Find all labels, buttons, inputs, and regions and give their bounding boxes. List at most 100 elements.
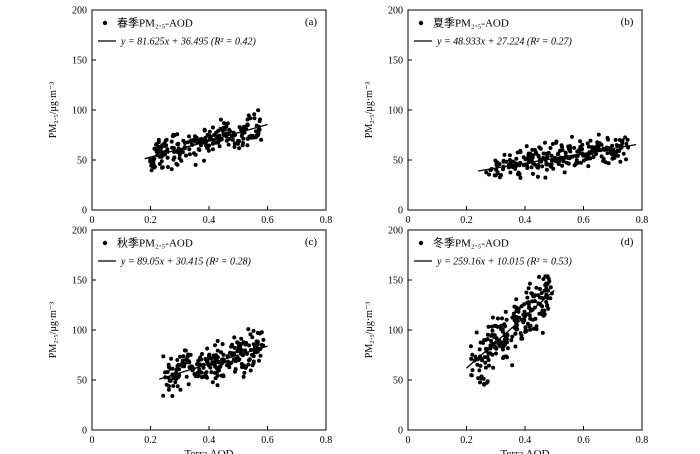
data-point [495,316,500,321]
data-point [219,137,224,142]
data-point [525,166,530,170]
data-point [152,146,157,151]
data-point [235,355,240,360]
data-point [554,139,559,144]
data-point [247,358,251,363]
data-point [148,157,153,162]
data-point [239,362,244,366]
data-point [235,340,240,345]
data-point [226,359,230,364]
fit-line [466,289,555,369]
data-point [514,315,519,319]
chart-panel-c: 0 0.2 0.4 0.6 0.8 0 50 100 150 200 PM₂.₅/μg·m⁻³ Ter… [48,226,332,454]
y-axis-label: PM₂.₅/μg·m⁻³ [364,302,375,358]
chart-panel-a: 0 0.2 0.4 0.6 0.8 0 50 100 150 200 PM₂.₅/μg·m⁻³ (a)… [48,6,332,227]
data-point [187,360,192,365]
data-point [510,334,515,339]
data-point [492,173,497,178]
data-point [522,318,527,323]
data-point [233,367,238,372]
legend-points-label: 夏季PM₂.₅-AOD [433,17,509,30]
data-point [245,136,250,141]
data-point [165,370,170,374]
data-point [182,348,187,353]
x-tick-label: 0 [90,215,95,226]
data-point [502,322,507,327]
data-point [201,374,206,379]
data-point [531,326,536,331]
data-point [620,138,625,143]
data-point [549,158,554,163]
data-point [165,155,170,160]
data-point [238,345,243,350]
data-point [227,365,232,370]
data-point [490,328,495,333]
data-point [193,134,197,139]
data-point [175,358,180,362]
data-point [179,158,184,163]
x-tick-label: 0.8 [320,435,333,446]
x-tick-label: 0.8 [636,435,649,446]
data-point [204,359,209,364]
data-point [483,338,488,342]
data-point [546,288,550,293]
data-point [187,152,192,157]
data-point [519,333,524,338]
data-point [544,161,549,166]
data-point [186,352,191,357]
data-point [214,366,219,371]
x-tick-label: 0.6 [261,215,274,226]
data-point [531,171,535,176]
data-point [468,344,473,349]
data-point [495,171,500,176]
data-point [185,140,190,145]
data-point [222,121,226,126]
data-point [229,352,234,357]
data-point [157,162,162,166]
data-point [504,159,509,164]
data-point [546,306,551,311]
x-tick-label: 0 [90,435,95,446]
data-point [514,327,519,332]
data-point [606,161,611,166]
data-point [217,144,222,149]
data-point [566,161,571,166]
data-point [242,370,247,375]
data-point [179,149,183,154]
data-point [534,285,539,290]
data-point [603,160,608,165]
data-point [529,165,534,170]
data-point [198,362,202,367]
data-point [545,303,550,308]
data-point [180,358,185,363]
data-point [251,328,256,333]
data-point [519,336,524,341]
data-point [247,343,251,348]
data-point [537,311,542,316]
y-tick-label: 200 [388,6,403,17]
data-point [192,151,196,156]
data-point [534,324,539,329]
data-point [176,142,181,147]
data-point [548,285,553,290]
chart-panel-d: 0 0.2 0.4 0.6 0.8 0 50 100 150 200 PM₂.₅/μg·m⁻³ Ter… [364,226,648,454]
data-point [578,139,583,144]
data-point [590,145,594,150]
data-point [489,339,494,343]
data-point [237,146,242,151]
data-point [193,162,198,167]
data-point [525,295,530,300]
x-axis-label: Terra AOD [184,448,233,454]
data-point [596,144,601,149]
data-point [165,165,170,169]
data-point [210,125,215,130]
data-point [513,331,518,336]
chart-panel-b: 0 0.2 0.4 0.6 0.8 0 50 100 150 200 PM₂.₅/μg·m⁻³ (b)… [364,6,648,227]
y-tick-label: 100 [72,106,87,117]
data-point [197,356,202,361]
data-point [202,158,206,163]
x-axis-label: Terra AOD [500,448,549,454]
fit-line [144,123,268,160]
data-point [528,327,533,332]
data-point [511,311,516,316]
